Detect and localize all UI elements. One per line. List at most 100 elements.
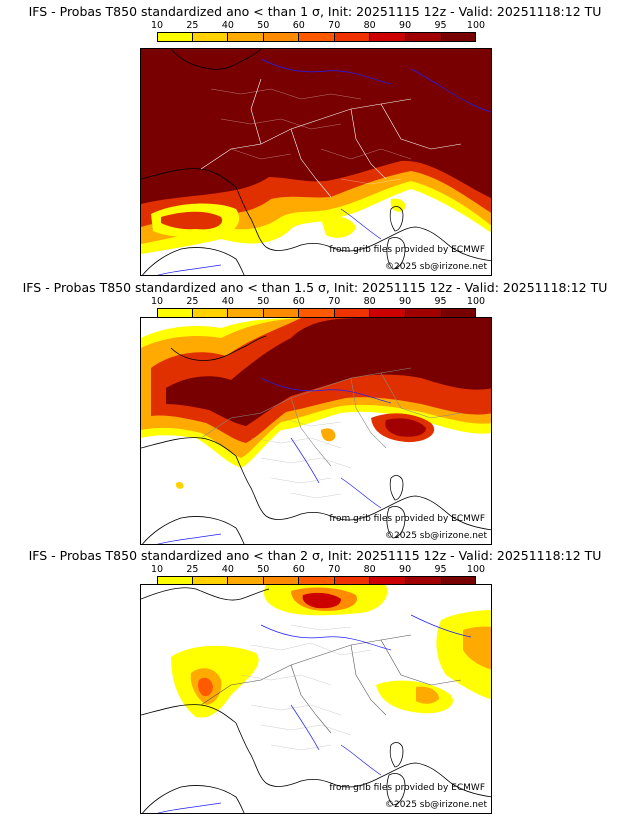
prob-blob-corsica [390,198,406,212]
coastline [141,704,491,798]
colorbar-segment [157,308,192,318]
colorbar-segment [298,308,334,318]
colorbar-tick: 25 [186,296,199,307]
colorbar-tick: 70 [328,296,341,307]
colorbar-tick: 60 [292,20,305,31]
country-borders [200,634,462,734]
colorbar [157,308,477,318]
colorbar-tick: 80 [363,20,376,31]
prob-blob-spain-red [161,211,223,230]
coastline-uk [141,587,270,601]
colorbar-segment [404,576,441,586]
colorbar-segment [369,32,405,42]
colorbar-tick: 40 [221,564,234,575]
country-borders [200,78,462,198]
colorbar-tick: 70 [328,564,341,575]
colorbar-tick: 60 [292,564,305,575]
colorbar-segment [191,32,228,42]
coastline-iberia [142,516,245,544]
colorbar-tick: 10 [150,20,164,31]
probability-map: from grib files provided by ECMWF ©2025 … [140,317,492,545]
colorbar-segment [298,576,334,586]
colorbar-tick: 25 [186,564,199,575]
map-lines [141,49,491,275]
colorbar [157,576,477,586]
colorbar-segment [333,32,370,42]
colorbar-segment [369,576,405,586]
colorbar-tick: 90 [399,296,412,307]
regional-borders [210,88,412,185]
credit-copyright: ©2025 sb@irizone.net [385,262,487,272]
prob-blob-north-red [302,592,341,609]
credit-copyright: ©2025 sb@irizone.net [385,531,487,541]
prob-band-darkred [141,49,491,204]
island-sardinia [386,506,406,539]
colorbar-segment [440,32,477,42]
map-lines [141,335,491,544]
colorbar-tick: 100 [466,20,486,31]
prob-blob-med [321,216,356,238]
panel-1-5-sigma: IFS - Probas T850 standardized ano < tha… [0,276,630,552]
map-canvas [141,585,491,813]
coastline-uk [170,49,262,70]
coastline-uk [170,335,267,361]
colorbar-tick: 50 [257,20,270,31]
colorbar-segment [262,308,299,318]
colorbar-tick: 10 [150,296,164,307]
colorbar-segment [298,32,334,42]
colorbar-tick: 40 [221,296,234,307]
colorbar-labels: 10 25 40 50 60 70 80 90 95 100 [151,564,485,576]
colorbar-segment [333,576,370,586]
island-corsica [389,206,404,232]
regional-borders [240,624,372,751]
credit-copyright: ©2025 sb@irizone.net [385,800,487,810]
colorbar [157,32,477,42]
credit-grib: from grib files provided by ECMWF [329,514,485,524]
panel-title: IFS - Probas T850 standardized ano < tha… [22,280,608,295]
prob-blob-alps-dark [385,418,426,437]
panel-1-sigma: IFS - Probas T850 standardized ano < tha… [0,0,630,276]
island-sardinia [386,773,406,806]
map-lines [141,587,491,813]
prob-band-darkred [166,318,491,426]
coastline-iberia [142,247,245,275]
colorbar-tick: 90 [399,564,412,575]
colorbar-segment [404,32,441,42]
colorbar-segment [369,308,405,318]
colorbar-tick: 95 [434,564,447,575]
colorbar-tick: 95 [434,296,447,307]
probability-field [171,585,491,718]
colorbar-tick: 95 [434,20,447,31]
probability-map: from grib files provided by ECMWF ©2025 … [140,48,492,276]
colorbar-tick: 100 [466,564,486,575]
island-sardinia [386,237,406,270]
colorbar-segment [262,576,299,586]
prob-blob-alps-orange [416,686,439,704]
colorbar-tick: 80 [363,296,376,307]
prob-blob-east-orange [463,626,491,670]
colorbar-segment [440,308,477,318]
colorbar-tick: 25 [186,20,199,31]
colorbar-tick: 50 [257,564,270,575]
credit-grib: from grib files provided by ECMWF [329,783,485,793]
map-canvas [141,49,491,275]
colorbar-tick: 100 [466,296,486,307]
probability-map: from grib files provided by ECMWF ©2025 … [140,584,492,814]
rivers [157,377,392,544]
colorbar-tick: 90 [399,20,412,31]
probability-field [141,318,491,489]
panel-title: IFS - Probas T850 standardized ano < tha… [28,548,602,563]
colorbar-segment [333,308,370,318]
coastline-iberia [142,785,245,813]
prob-blob-lyon [321,428,336,442]
colorbar-tick: 80 [363,564,376,575]
rivers [157,614,472,813]
panel-title: IFS - Probas T850 standardized ano < tha… [28,4,602,19]
colorbar-segment [191,308,228,318]
colorbar-tick: 70 [328,20,341,31]
colorbar-tick: 60 [292,296,305,307]
colorbar-segment [157,576,192,586]
colorbar-segment [191,576,228,586]
colorbar-segment [227,576,263,586]
colorbar-labels: 10 25 40 50 60 70 80 90 95 100 [151,20,485,32]
